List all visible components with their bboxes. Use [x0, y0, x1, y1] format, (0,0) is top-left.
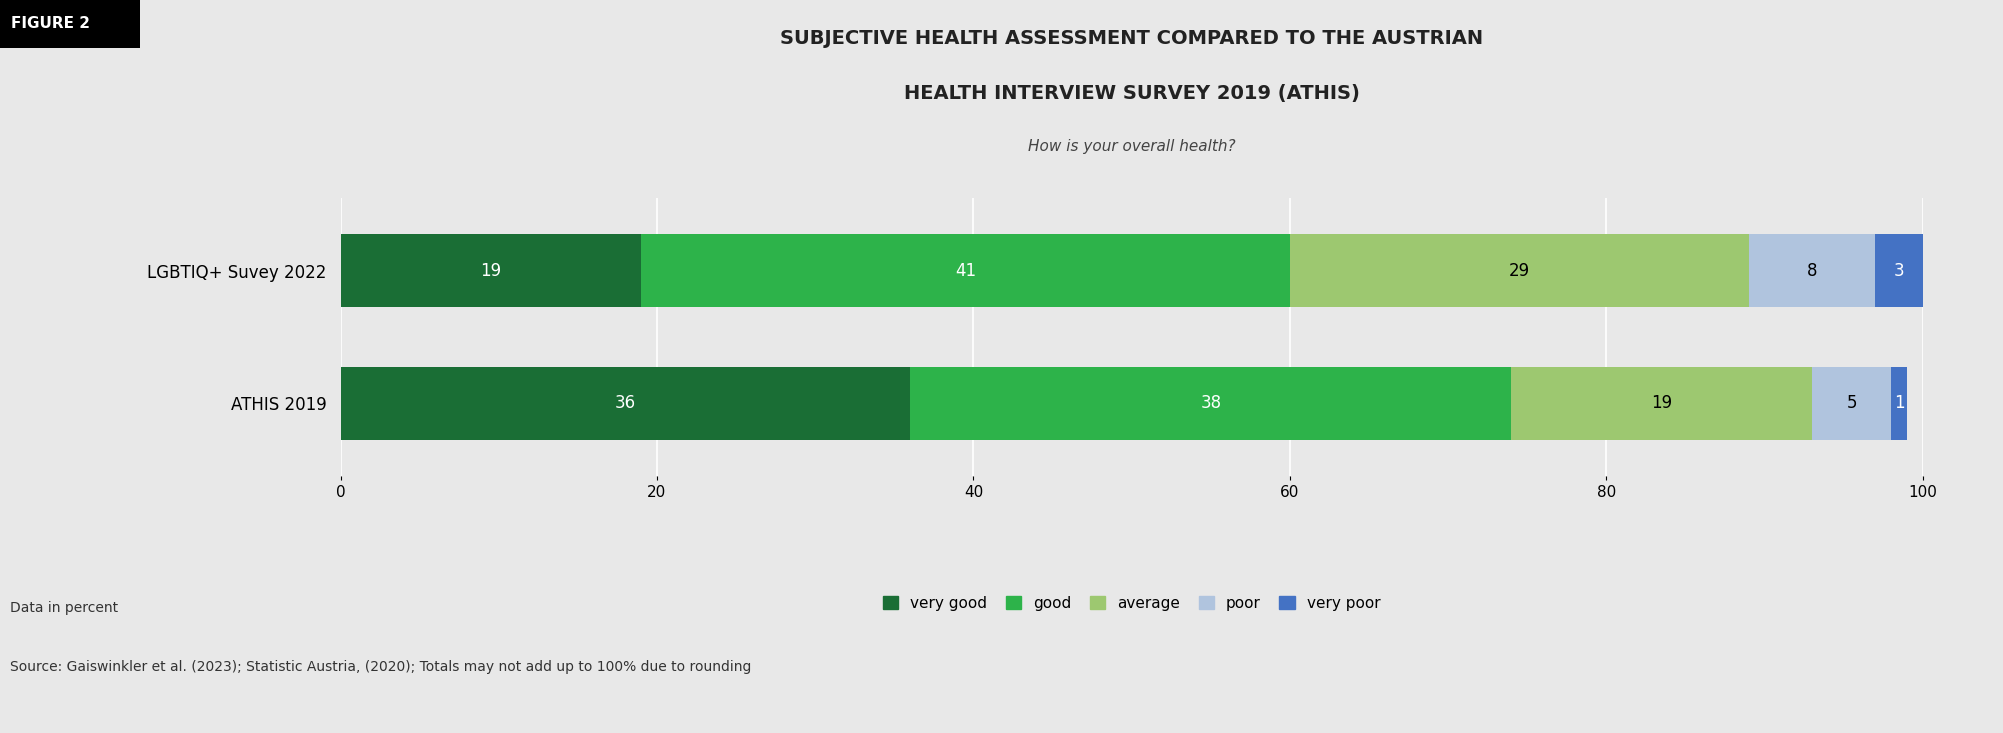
Bar	[909, 367, 1512, 440]
Text: 8: 8	[1807, 262, 1817, 280]
Text: Source: Gaiswinkler et al. (2023); Statistic Austria, (2020); Totals may not add: Source: Gaiswinkler et al. (2023); Stati…	[10, 660, 751, 674]
Text: SUBJECTIVE HEALTH ASSESSMENT COMPARED TO THE AUSTRIAN: SUBJECTIVE HEALTH ASSESSMENT COMPARED TO…	[779, 29, 1484, 48]
Text: 36: 36	[615, 394, 635, 413]
Bar	[341, 235, 641, 307]
Text: How is your overall health?: How is your overall health?	[1028, 139, 1236, 154]
Text: 1: 1	[1893, 394, 1905, 413]
Text: 41: 41	[955, 262, 975, 280]
Text: 38: 38	[1200, 394, 1222, 413]
Text: 19: 19	[481, 262, 501, 280]
Bar	[341, 367, 909, 440]
Bar	[641, 235, 1290, 307]
Legend: very good, good, average, poor, very poor: very good, good, average, poor, very poo…	[877, 590, 1386, 617]
Bar	[1875, 235, 1923, 307]
Text: 29: 29	[1508, 262, 1530, 280]
Bar	[1512, 367, 1813, 440]
Bar	[1290, 235, 1749, 307]
Text: 3: 3	[1893, 262, 1905, 280]
Text: FIGURE 2: FIGURE 2	[12, 16, 90, 32]
Text: Data in percent: Data in percent	[10, 601, 118, 615]
Text: HEALTH INTERVIEW SURVEY 2019 (ATHIS): HEALTH INTERVIEW SURVEY 2019 (ATHIS)	[903, 84, 1360, 103]
Text: 19: 19	[1650, 394, 1673, 413]
Bar	[1891, 367, 1907, 440]
Bar	[1813, 367, 1891, 440]
Bar	[1749, 235, 1875, 307]
Text: 5: 5	[1847, 394, 1857, 413]
